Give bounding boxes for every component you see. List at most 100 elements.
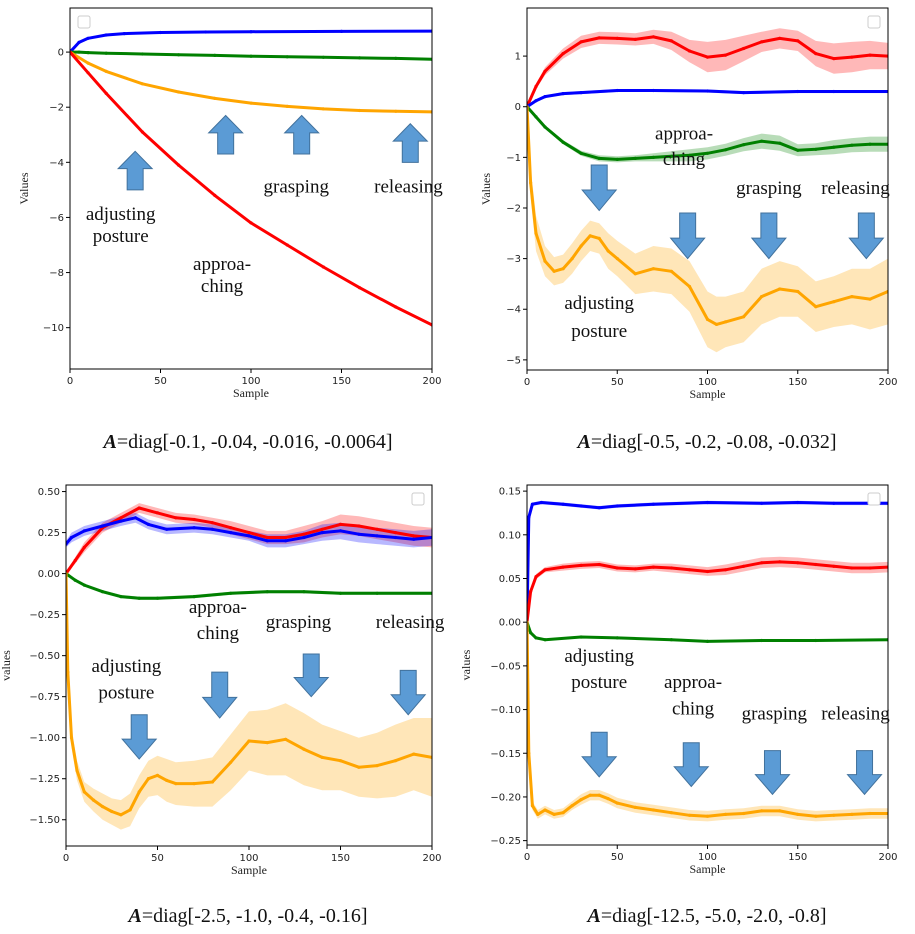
point-blue bbox=[796, 500, 800, 505]
y-tick-label: −8 bbox=[49, 268, 64, 279]
point-red bbox=[615, 566, 619, 570]
x-tick-label: 0 bbox=[524, 852, 530, 863]
phase-annotation: ching bbox=[672, 698, 715, 719]
y-tick-label: 0.25 bbox=[38, 528, 60, 539]
point-red bbox=[394, 305, 398, 309]
band-red bbox=[527, 556, 888, 623]
phase-annotation: grasping bbox=[266, 612, 332, 633]
phase-annotation: approa- bbox=[193, 254, 251, 275]
point-blue bbox=[146, 522, 150, 527]
caption-diag-text: =diag[-2.5, -1.0, -0.4, -0.16] bbox=[142, 905, 368, 927]
point-red bbox=[687, 49, 692, 53]
point-green bbox=[249, 54, 253, 58]
point-blue bbox=[338, 529, 343, 533]
phase-annotation: adjusting bbox=[564, 646, 634, 667]
point-orange bbox=[247, 739, 251, 743]
point-red bbox=[868, 566, 872, 570]
point-orange bbox=[146, 777, 150, 781]
plot-series-group bbox=[70, 29, 432, 327]
point-blue bbox=[133, 516, 138, 520]
y-tick-label: −4 bbox=[506, 305, 521, 316]
phase-arrow-down-icon bbox=[201, 671, 238, 719]
phase-arrow-down-icon bbox=[750, 212, 787, 260]
point-red bbox=[177, 163, 181, 167]
point-orange bbox=[110, 809, 114, 814]
line-orange bbox=[527, 105, 888, 326]
y-tick-label: −0.15 bbox=[490, 749, 521, 760]
point-blue bbox=[561, 502, 565, 506]
point-orange bbox=[714, 322, 719, 326]
point-orange bbox=[588, 793, 592, 797]
point-red bbox=[760, 561, 764, 565]
point-green bbox=[705, 151, 710, 155]
x-tick-label: 0 bbox=[63, 853, 69, 864]
point-red bbox=[615, 36, 619, 41]
point-red bbox=[633, 37, 637, 42]
point-red bbox=[534, 575, 538, 579]
chart-panel-1: 0 50 100 150 200 −10 −8 −6 −4 −2 0 Sample Values adju… bbox=[17, 7, 443, 453]
line-blue bbox=[527, 89, 888, 109]
x-tick-label: 200 bbox=[878, 852, 897, 863]
point-green bbox=[543, 638, 547, 642]
point-green bbox=[229, 591, 233, 595]
y-axis-label: Values bbox=[479, 173, 493, 205]
point-orange bbox=[552, 812, 556, 817]
point-green bbox=[669, 638, 674, 642]
plot-series-group bbox=[527, 28, 888, 353]
point-orange bbox=[104, 69, 108, 73]
phase-arrow-up-icon bbox=[116, 150, 154, 191]
point-green bbox=[615, 157, 619, 161]
point-blue bbox=[579, 91, 583, 95]
x-axis-label: Sample bbox=[231, 863, 267, 877]
point-red bbox=[814, 52, 818, 56]
point-orange bbox=[705, 814, 710, 818]
point-orange bbox=[579, 798, 583, 802]
point-blue bbox=[615, 88, 619, 93]
point-red bbox=[213, 193, 217, 197]
point-orange bbox=[285, 104, 289, 108]
point-orange bbox=[412, 752, 416, 756]
point-red bbox=[633, 567, 637, 571]
phase-arrow-down-icon bbox=[673, 742, 710, 788]
x-axis-label: Sample bbox=[690, 387, 726, 401]
point-blue bbox=[651, 502, 656, 506]
point-blue bbox=[69, 535, 74, 540]
point-orange bbox=[832, 813, 836, 817]
point-red bbox=[210, 521, 214, 525]
phase-annotation: grasping bbox=[264, 177, 330, 198]
phase-arrow-down-icon bbox=[846, 750, 883, 796]
point-blue bbox=[82, 529, 86, 533]
point-green bbox=[814, 638, 818, 643]
point-orange bbox=[213, 96, 217, 100]
point-orange bbox=[321, 107, 325, 111]
point-green bbox=[265, 590, 269, 594]
y-tick-label: −4 bbox=[49, 158, 64, 169]
point-red bbox=[796, 39, 800, 43]
point-blue bbox=[192, 526, 196, 530]
point-green bbox=[529, 631, 533, 635]
x-tick-label: 200 bbox=[422, 376, 441, 387]
phase-arrow-down-icon bbox=[754, 750, 791, 796]
point-blue bbox=[77, 40, 81, 45]
point-blue bbox=[760, 501, 764, 505]
point-blue bbox=[204, 30, 208, 34]
plot-area bbox=[527, 8, 888, 370]
phase-annotation: grasping bbox=[736, 178, 802, 199]
point-orange bbox=[119, 813, 123, 817]
phase-annotation: ching bbox=[201, 276, 244, 297]
phase-annotation: releasing bbox=[376, 612, 445, 633]
point-green bbox=[796, 148, 800, 152]
point-orange bbox=[165, 778, 169, 783]
point-blue bbox=[86, 36, 90, 40]
line-blue bbox=[66, 516, 432, 546]
point-green bbox=[119, 595, 123, 599]
x-tick-label: 150 bbox=[332, 376, 351, 387]
point-red bbox=[778, 36, 782, 41]
x-tick-label: 0 bbox=[524, 377, 530, 388]
point-blue bbox=[249, 30, 253, 34]
point-green bbox=[104, 51, 108, 55]
point-green bbox=[285, 55, 289, 59]
point-green bbox=[633, 156, 637, 160]
point-green bbox=[742, 143, 746, 147]
point-red bbox=[247, 531, 251, 535]
